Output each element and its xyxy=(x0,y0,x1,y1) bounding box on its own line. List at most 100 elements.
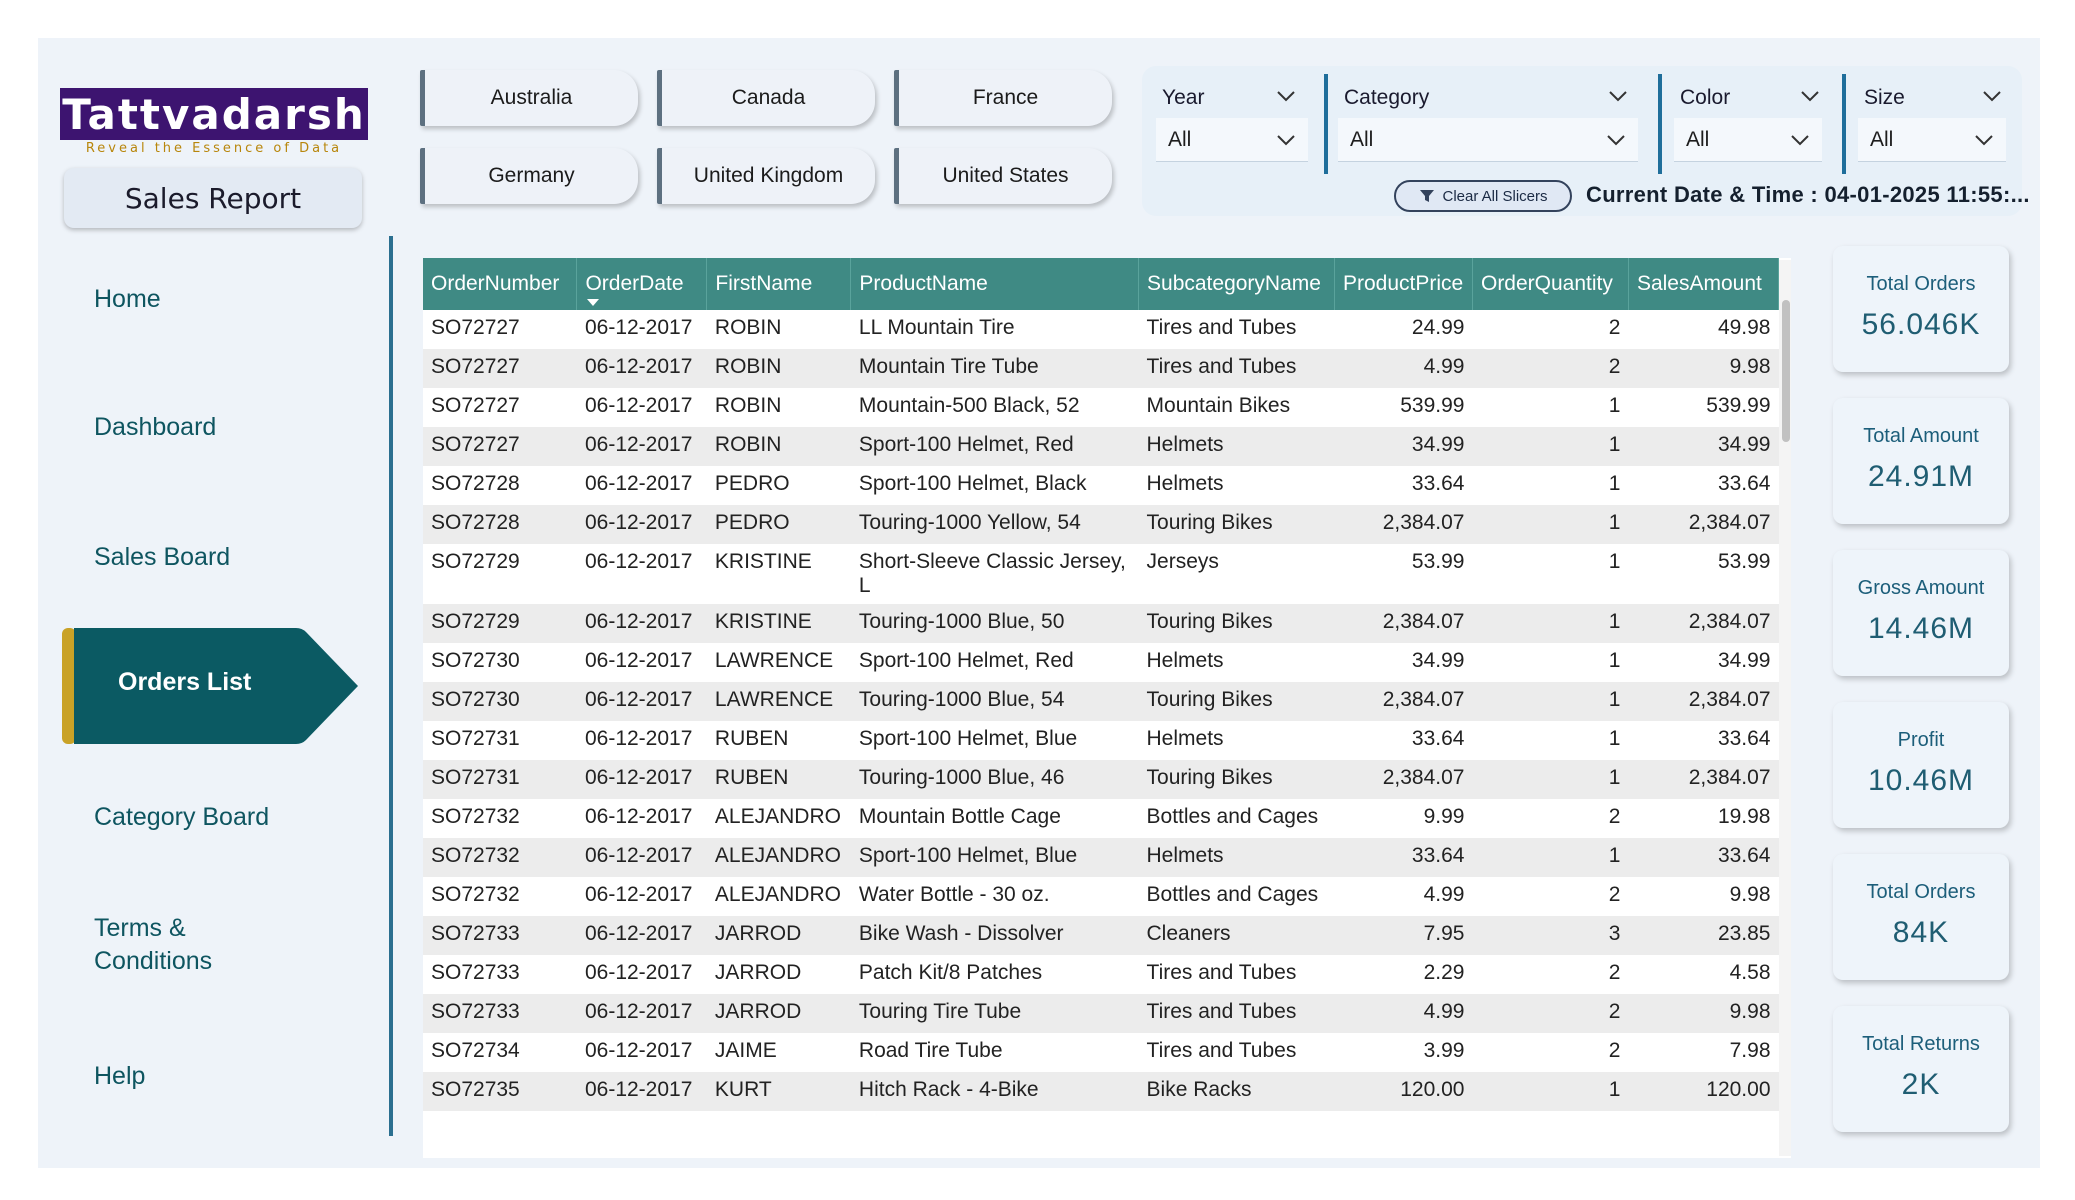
column-header-productprice[interactable]: ProductPrice xyxy=(1334,258,1473,310)
nav-item-terms-conditions[interactable]: Terms & Conditions xyxy=(94,914,213,975)
table-row[interactable]: SO72728 06-12-2017 PEDRO Sport-100 Helmet, … xyxy=(423,466,1779,505)
table-row[interactable]: SO72729 06-12-2017 KRISTINE Short-Sleeve Cl… xyxy=(423,544,1779,604)
country-button-united-kingdom[interactable]: United Kingdom xyxy=(657,148,875,204)
column-header-salesamount[interactable]: SalesAmount xyxy=(1628,258,1780,310)
category-slicer-dropdown[interactable]: All xyxy=(1338,118,1638,162)
table-cell-salesamount: 2,384.07 xyxy=(1628,604,1779,643)
color-slicer-label: Color xyxy=(1680,86,1731,109)
nav-item-sales-board[interactable]: Sales Board xyxy=(94,543,231,571)
table-cell-orderquantity: 2 xyxy=(1472,877,1629,916)
table-cell-ordernumber: SO72730 xyxy=(423,643,577,682)
nav-item-dashboard[interactable]: Dashboard xyxy=(94,413,217,441)
table-cell-orderdate: 06-12-2017 xyxy=(576,544,707,604)
table-row[interactable]: SO72727 06-12-2017 ROBIN Mountain-500 Black… xyxy=(423,388,1779,427)
table-cell-salesamount: 9.98 xyxy=(1628,877,1779,916)
table-scrollbar-track[interactable] xyxy=(1779,260,1791,1156)
table-cell-ordernumber: SO72727 xyxy=(423,427,577,466)
country-button-france[interactable]: France xyxy=(894,70,1112,126)
column-header-ordernumber[interactable]: OrderNumber xyxy=(423,258,578,310)
table-cell-salesamount: 120.00 xyxy=(1628,1072,1779,1111)
table-cell-orderdate: 06-12-2017 xyxy=(576,799,707,838)
table-scrollbar-thumb[interactable] xyxy=(1782,300,1790,442)
chevron-down-icon[interactable] xyxy=(1798,84,1822,108)
kpi-value: 56.046K xyxy=(1861,308,1981,341)
column-header-firstname[interactable]: FirstName xyxy=(706,258,852,310)
table-cell-orderdate: 06-12-2017 xyxy=(576,1033,707,1072)
column-header-orderquantity[interactable]: OrderQuantity xyxy=(1472,258,1629,310)
country-button-germany[interactable]: Germany xyxy=(420,148,638,204)
table-cell-productprice: 9.99 xyxy=(1334,799,1473,838)
table-cell-ordernumber: SO72733 xyxy=(423,916,577,955)
table-row[interactable]: SO72730 06-12-2017 LAWRENCE Touring-1000 Bl… xyxy=(423,682,1779,721)
table-cell-salesamount: 9.98 xyxy=(1628,994,1779,1033)
report-canvas: Tattvadarsh Reveal the Essence of Data S… xyxy=(38,38,2040,1168)
table-cell-salesamount: 2,384.07 xyxy=(1628,505,1779,544)
table-row[interactable]: SO72735 06-12-2017 KURT Hitch Rack - 4-Bike… xyxy=(423,1072,1779,1111)
table-row[interactable]: SO72727 06-12-2017 ROBIN Sport-100 Helmet, … xyxy=(423,427,1779,466)
column-header-subcategoryname[interactable]: SubcategoryName xyxy=(1138,258,1335,310)
chevron-down-icon[interactable] xyxy=(1606,84,1630,108)
table-cell-productprice: 24.99 xyxy=(1334,310,1473,349)
nav-item-help[interactable]: Help xyxy=(94,1062,146,1090)
table-cell-ordernumber: SO72728 xyxy=(423,505,577,544)
table-row[interactable]: SO72731 06-12-2017 RUBEN Touring-1000 Blue,… xyxy=(423,760,1779,799)
table-row[interactable]: SO72733 06-12-2017 JARROD Touring Tire Tube… xyxy=(423,994,1779,1033)
table-row[interactable]: SO72732 06-12-2017 ALEJANDRO Water Bottle -… xyxy=(423,877,1779,916)
table-row[interactable]: SO72727 06-12-2017 ROBIN LL Mountain Tire Ti… xyxy=(423,310,1779,349)
table-row[interactable]: SO72730 06-12-2017 LAWRENCE Sport-100 Helme… xyxy=(423,643,1779,682)
clear-all-slicers-button[interactable]: Clear All Slicers xyxy=(1394,180,1572,212)
nav-item-category-board[interactable]: Category Board xyxy=(94,803,270,831)
table-cell-orderdate: 06-12-2017 xyxy=(576,643,707,682)
table-row[interactable]: SO72734 06-12-2017 JAIME Road Tire Tube Tire… xyxy=(423,1033,1779,1072)
table-cell-productprice: 120.00 xyxy=(1334,1072,1473,1111)
table-cell-orderdate: 06-12-2017 xyxy=(576,760,707,799)
country-button-canada[interactable]: Canada xyxy=(657,70,875,126)
table-cell-orderquantity: 2 xyxy=(1472,799,1629,838)
chevron-down-icon[interactable] xyxy=(1980,84,2004,108)
table-cell-ordernumber: SO72733 xyxy=(423,994,577,1033)
chevron-down-icon[interactable] xyxy=(1274,84,1298,108)
country-button-australia[interactable]: Australia xyxy=(420,70,638,126)
table-cell-orderdate: 06-12-2017 xyxy=(576,349,707,388)
table-cell-productname: Short-Sleeve Classic Jersey, L xyxy=(850,544,1139,604)
table-cell-firstname: ALEJANDRO xyxy=(706,838,851,877)
table-row[interactable]: SO72728 06-12-2017 PEDRO Touring-1000 Yello… xyxy=(423,505,1779,544)
table-cell-orderdate: 06-12-2017 xyxy=(576,388,707,427)
table-row[interactable]: SO72731 06-12-2017 RUBEN Sport-100 Helmet, … xyxy=(423,721,1779,760)
table-row[interactable]: SO72729 06-12-2017 KRISTINE Touring-1000 Bl… xyxy=(423,604,1779,643)
table-cell-productprice: 2,384.07 xyxy=(1334,604,1473,643)
table-row[interactable]: SO72732 06-12-2017 ALEJANDRO Mountain Bottl… xyxy=(423,799,1779,838)
nav-item-orders-list[interactable]: Orders List xyxy=(62,628,362,744)
size-slicer-dropdown[interactable]: All xyxy=(1858,118,2006,162)
size-slicer-value: All xyxy=(1870,127,1894,151)
table-cell-productprice: 33.64 xyxy=(1334,466,1473,505)
kpi-value: 24.91M xyxy=(1867,460,1975,493)
table-header-row: OrderNumber OrderDate FirstName ProductN… xyxy=(423,258,1780,310)
table-row[interactable]: SO72732 06-12-2017 ALEJANDRO Sport-100 Helm… xyxy=(423,838,1779,877)
category-slicer-value: All xyxy=(1350,127,1374,151)
table-row[interactable]: SO72733 06-12-2017 JARROD Patch Kit/8 Patch… xyxy=(423,955,1779,994)
table-cell-orderquantity: 1 xyxy=(1472,466,1629,505)
column-header-orderdate[interactable]: OrderDate xyxy=(576,258,708,310)
table-cell-productprice: 2,384.07 xyxy=(1334,682,1473,721)
table-cell-orderquantity: 1 xyxy=(1472,388,1629,427)
table-cell-subcategoryname: Bottles and Cages xyxy=(1138,877,1335,916)
column-header-productname[interactable]: ProductName xyxy=(850,258,1140,310)
table-cell-orderquantity: 1 xyxy=(1472,721,1629,760)
table-row[interactable]: SO72733 06-12-2017 JARROD Bike Wash - Disso… xyxy=(423,916,1779,955)
color-slicer-dropdown[interactable]: All xyxy=(1674,118,1822,162)
table-cell-salesamount: 33.64 xyxy=(1628,721,1779,760)
table-cell-firstname: ROBIN xyxy=(706,388,851,427)
brand-logo: Tattvadarsh xyxy=(60,88,368,140)
table-cell-productname: Touring-1000 Blue, 54 xyxy=(850,682,1139,721)
table-cell-firstname: PEDRO xyxy=(706,505,851,544)
table-cell-firstname: JARROD xyxy=(706,994,851,1033)
table-cell-orderquantity: 2 xyxy=(1472,994,1629,1033)
table-row[interactable]: SO72727 06-12-2017 ROBIN Mountain Tire Tube… xyxy=(423,349,1779,388)
chevron-down-icon xyxy=(1607,135,1625,146)
country-button-united-states[interactable]: United States xyxy=(894,148,1112,204)
table-cell-ordernumber: SO72727 xyxy=(423,310,577,349)
nav-item-home[interactable]: Home xyxy=(94,285,161,313)
year-slicer-dropdown[interactable]: All xyxy=(1156,118,1308,162)
table-cell-productname: Mountain Tire Tube xyxy=(850,349,1139,388)
